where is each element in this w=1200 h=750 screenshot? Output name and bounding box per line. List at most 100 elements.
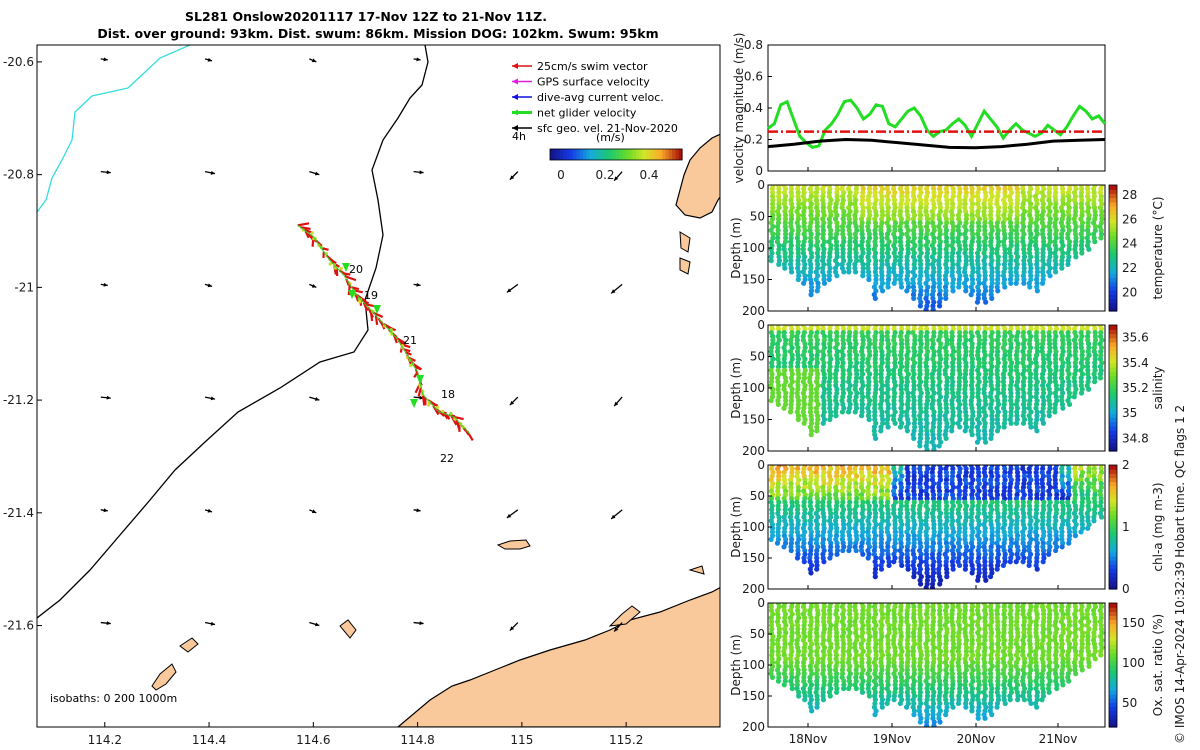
section-dot [833,409,839,415]
section-dot [865,269,872,275]
section-dot [982,439,989,445]
section-dot [1059,401,1066,407]
section-dot [975,428,982,434]
section-dot [808,337,814,343]
section-dot [865,488,871,494]
section-dot [994,265,1001,271]
section-dot [983,577,989,583]
section-dot [781,544,787,550]
section-dot [923,529,929,535]
section-dot [1001,424,1007,430]
section-dot [988,390,994,396]
section-dot [782,216,789,222]
velocity-y-tick-label: 0 [755,164,763,178]
section-dot [814,413,821,419]
section-dot [1085,375,1092,381]
section-dot [769,371,775,377]
section-dot [878,562,884,569]
section-dot [1034,477,1040,483]
section-dot [943,348,949,355]
section-dot [911,394,917,400]
section-dot [937,201,943,207]
section-dot [807,333,813,339]
section-dot [853,250,859,256]
section-dot [1008,382,1014,389]
section-dot [1026,562,1032,569]
section-dot [821,333,828,339]
velocity-series-line [767,137,1106,150]
net-velocity-arrow [410,399,418,408]
section-dot [988,208,994,215]
section-dot [905,326,911,332]
section-dot [879,269,885,275]
section-colorbar-segment [1109,256,1117,262]
section-dot [821,622,827,628]
section-dot [918,428,924,434]
section-dot [885,284,891,290]
section-dot [788,269,795,275]
section-dot [1027,382,1033,389]
section-dot [949,216,955,222]
section-dot [976,409,982,415]
section-dot [808,428,815,434]
section-dot [994,466,1000,472]
section-dot [1073,235,1079,241]
section-dot [878,265,884,271]
section-dot [834,529,840,535]
section-dot [905,533,911,539]
section-dot [897,273,904,279]
section-dot [826,189,833,196]
section-dot [821,674,827,681]
section-dot [918,231,924,237]
section-dot [936,488,943,494]
section-dot [1021,276,1027,283]
section-dot [910,227,917,233]
section-dot [918,265,924,271]
section-dot [975,469,982,476]
section-dot [1092,356,1098,362]
section-dot [995,356,1001,362]
section-dot [982,269,988,275]
section-dot [1002,503,1008,509]
section-dot [866,208,872,215]
section-dot [1052,193,1058,199]
section-dot [879,197,885,203]
section-dot [813,189,820,196]
swim-vector [304,230,310,239]
section-colorbar-segment [1109,189,1117,194]
section-dot [814,700,820,707]
legend-box [506,57,694,142]
section-dot [860,235,866,241]
section-dot [1065,495,1071,502]
section-dot [1079,223,1085,230]
section-dot [1053,356,1059,362]
section-dot [924,371,930,377]
section-dot [813,193,819,199]
section-dot [982,337,988,343]
section-dot [840,326,847,332]
section-y-tick-label: 0 [757,458,765,472]
section-dot [783,536,789,543]
section-colorbar-segment [1109,277,1117,283]
section-dot [1079,514,1085,520]
section-dot [801,216,807,222]
section-dot [808,416,815,423]
section-dot [930,473,936,479]
section-dot [944,473,950,479]
section-dot [969,367,975,373]
section-dot [950,367,956,373]
section-dot [957,477,963,483]
section-dot [866,503,872,509]
section-dot [879,205,885,211]
section-dot [943,507,949,513]
swim-vector [396,337,407,345]
section-dot [795,547,801,554]
section-dot [808,250,814,256]
section-dot [1007,220,1014,226]
section-dot [813,363,820,370]
section-dot [1047,375,1053,381]
section-colorbar-segment [1109,371,1117,376]
section-dot [1026,401,1033,407]
section-dot [962,495,968,502]
